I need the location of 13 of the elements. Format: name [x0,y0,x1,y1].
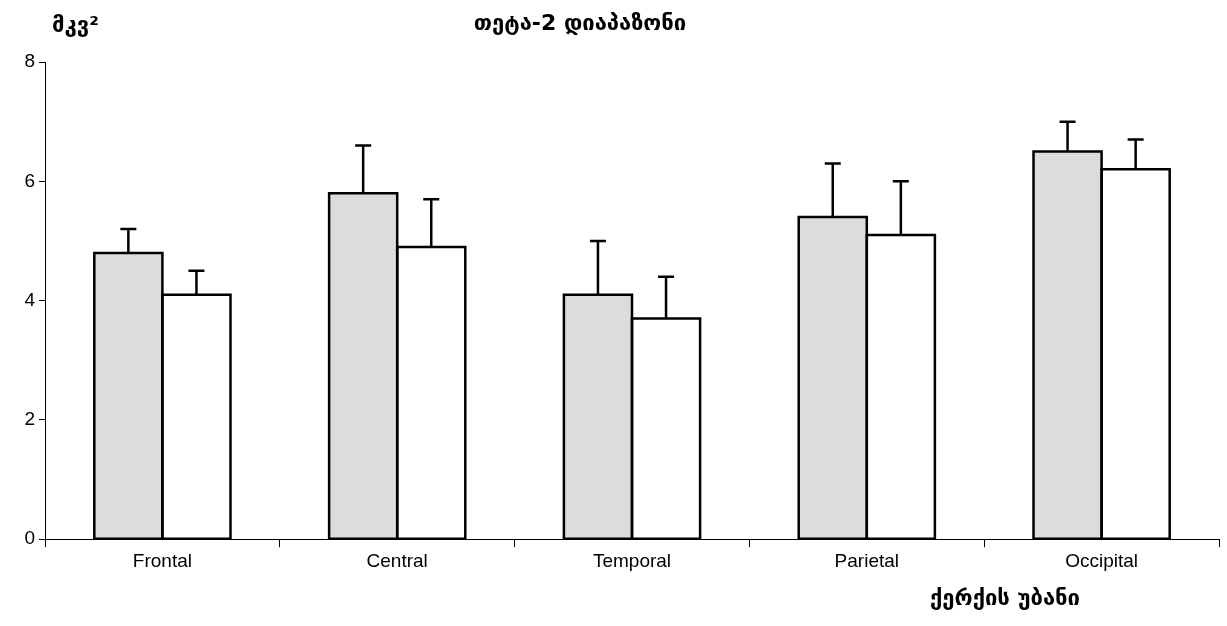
x-tick-label: Temporal [592,549,672,571]
chart-title: თეტა-2 დიაპაზონი [473,10,687,35]
y-tick-label: 4 [24,288,36,310]
y-tick-label: 8 [24,50,35,72]
y-axis-title: მკვ² [52,12,99,37]
x-axis-title: ქერქის უბანი [930,585,1080,610]
x-tick-label: Occipital [1065,549,1139,571]
x-tick-label: Frontal [132,549,192,571]
y-tick-label: 2 [24,408,35,430]
y-tick-label: 6 [24,169,35,191]
x-tick-label: Central [366,549,428,571]
y-tick-label: 0 [24,527,35,549]
x-tick-label: Parietal [834,549,900,571]
